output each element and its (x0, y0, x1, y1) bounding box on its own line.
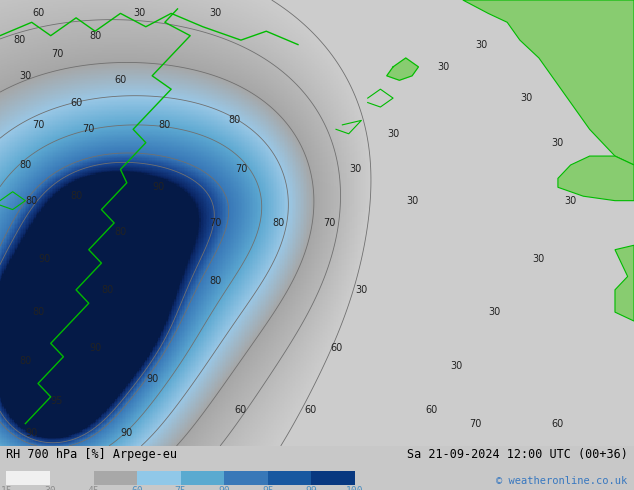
Text: 30: 30 (406, 196, 418, 206)
Text: 70: 70 (32, 120, 44, 130)
Text: 30: 30 (349, 165, 361, 174)
Polygon shape (558, 156, 634, 201)
Text: 60: 60 (330, 343, 342, 353)
Text: 90: 90 (38, 254, 51, 264)
Text: 70: 70 (51, 49, 63, 58)
Text: 80: 80 (89, 31, 101, 41)
Text: 30: 30 (450, 361, 463, 370)
Text: 30: 30 (133, 8, 146, 19)
Text: 60: 60 (552, 418, 564, 429)
Text: 60: 60 (114, 75, 127, 85)
Text: 30: 30 (533, 254, 545, 264)
Text: 30: 30 (437, 62, 450, 72)
Text: 70: 70 (209, 218, 222, 228)
Text: 90: 90 (89, 343, 101, 353)
Text: 80: 80 (114, 227, 127, 237)
Text: 30: 30 (488, 307, 501, 317)
Text: 99: 99 (306, 487, 318, 490)
Text: 80: 80 (228, 115, 241, 125)
Text: 30: 30 (564, 196, 577, 206)
Polygon shape (463, 0, 634, 165)
Text: 70: 70 (82, 124, 95, 134)
Text: 60: 60 (32, 8, 44, 19)
Text: 60: 60 (235, 405, 247, 415)
Text: 95: 95 (51, 396, 63, 406)
Bar (311, 471, 355, 485)
Polygon shape (387, 58, 418, 80)
Text: 80: 80 (209, 276, 222, 286)
Bar (6, 471, 50, 485)
Text: 80: 80 (19, 160, 32, 170)
Text: 30: 30 (209, 8, 222, 19)
Bar (268, 471, 311, 485)
Text: 80: 80 (273, 218, 285, 228)
Text: 90: 90 (218, 487, 230, 490)
Text: Sa 21-09-2024 12:00 UTC (00+36): Sa 21-09-2024 12:00 UTC (00+36) (407, 448, 628, 461)
Text: 15: 15 (1, 487, 12, 490)
Text: 75: 75 (175, 487, 186, 490)
Text: 80: 80 (101, 285, 114, 295)
Text: 30: 30 (387, 129, 399, 139)
Text: 60: 60 (131, 487, 143, 490)
Bar (181, 471, 224, 485)
Text: 80: 80 (25, 196, 38, 206)
Text: 90: 90 (146, 374, 158, 384)
Text: 30: 30 (355, 285, 368, 295)
Text: 95: 95 (262, 487, 274, 490)
Text: 90: 90 (25, 427, 38, 438)
Bar (224, 471, 268, 485)
Text: © weatheronline.co.uk: © weatheronline.co.uk (496, 476, 628, 487)
Text: 70: 70 (323, 218, 336, 228)
Bar (137, 471, 181, 485)
Text: 30: 30 (19, 71, 32, 81)
Bar (50, 471, 94, 485)
Text: 70: 70 (469, 418, 482, 429)
Bar (94, 471, 137, 485)
Text: 30: 30 (552, 138, 564, 147)
Text: 30: 30 (476, 40, 488, 49)
Text: 60: 60 (425, 405, 437, 415)
Text: 100: 100 (346, 487, 364, 490)
Text: 30: 30 (520, 93, 533, 103)
Text: 80: 80 (70, 191, 82, 201)
Text: 80: 80 (13, 35, 25, 45)
Text: 60: 60 (70, 98, 82, 108)
Text: 45: 45 (87, 487, 100, 490)
Text: 70: 70 (235, 165, 247, 174)
Text: 60: 60 (304, 405, 317, 415)
Text: RH 700 hPa [%] Arpege-eu: RH 700 hPa [%] Arpege-eu (6, 448, 178, 461)
Text: 30: 30 (44, 487, 56, 490)
Text: 80: 80 (158, 120, 171, 130)
Text: 80: 80 (32, 307, 44, 317)
Polygon shape (615, 245, 634, 321)
Text: 90: 90 (120, 427, 133, 438)
Text: 90: 90 (152, 182, 165, 192)
Text: 80: 80 (19, 356, 32, 366)
